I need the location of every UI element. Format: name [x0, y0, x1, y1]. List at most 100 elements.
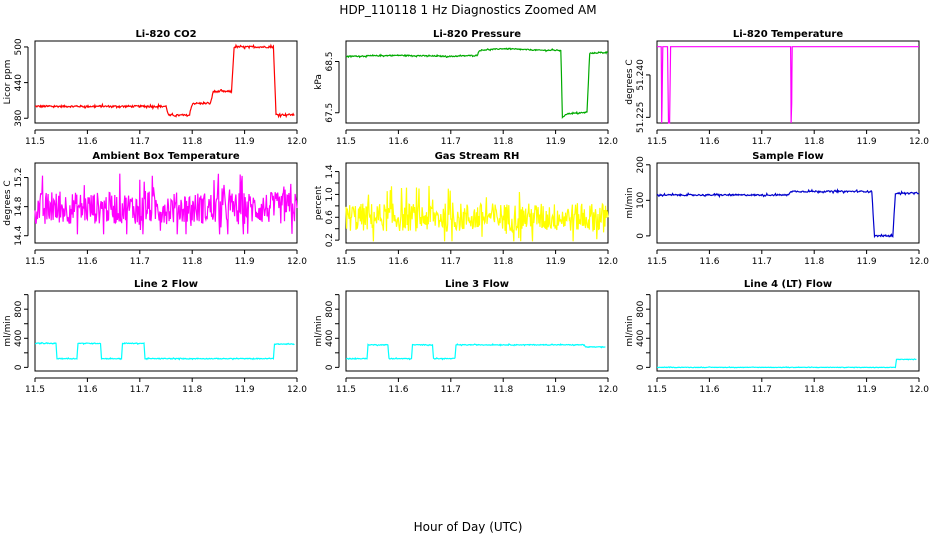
- panel-2: Li-820 Temperature degrees C 11.5 11.6 11.7 1…: [625, 29, 929, 147]
- series-line: [345, 343, 606, 361]
- panel-6: Line 2 Flow ml/min 11.5 11.6 11.7 11.8 11.9 12.…: [3, 279, 307, 395]
- x-tick-label: 11.7: [441, 385, 461, 395]
- y-axis-label: degrees C: [3, 180, 13, 225]
- x-tick-label: 11.8: [493, 385, 513, 395]
- x-tick-label: 11.5: [25, 385, 45, 395]
- panel-title: Line 4 (LT) Flow: [744, 279, 832, 290]
- x-tick-label: 11.8: [804, 137, 824, 147]
- x-tick-label: 11.6: [388, 137, 408, 147]
- y-tick-label: 0: [636, 233, 646, 239]
- x-tick-label: 11.8: [493, 257, 513, 267]
- x-tick-label: 11.6: [77, 257, 97, 267]
- y-tick-label: 1.4: [325, 164, 335, 179]
- y-tick-label: 14.4: [14, 225, 24, 245]
- y-tick-label: 51.240: [636, 59, 646, 91]
- y-axis-label: ml/min: [625, 187, 635, 218]
- y-tick-label: 0.6: [325, 210, 335, 225]
- x-tick-label: 11.7: [752, 257, 772, 267]
- x-tick-label: 11.6: [699, 385, 719, 395]
- plot-frame: [656, 162, 920, 244]
- plot-frame: [345, 40, 609, 124]
- y-tick-label: 1.0: [325, 187, 335, 202]
- panel-title: Gas Stream RH: [435, 151, 520, 162]
- plot-frame: [34, 290, 298, 372]
- x-tick-label: 11.9: [857, 385, 877, 395]
- y-tick-label: 200: [636, 156, 646, 173]
- x-tick-label: 11.7: [130, 385, 150, 395]
- y-tick-label: 400: [14, 329, 24, 346]
- plot-frame: [656, 290, 920, 372]
- x-tick-label: 11.9: [857, 137, 877, 147]
- panel-title: Sample Flow: [752, 151, 824, 162]
- x-tick-label: 11.8: [182, 137, 202, 147]
- x-tick-label: 11.7: [441, 257, 461, 267]
- x-tick-label: 11.6: [699, 257, 719, 267]
- x-tick-label: 11.7: [130, 257, 150, 267]
- series-line: [35, 43, 295, 119]
- x-tick-label: 11.5: [647, 385, 667, 395]
- panel-title: Li-820 Pressure: [433, 29, 521, 40]
- y-tick-label: 15.2: [14, 168, 24, 188]
- x-tick-label: 11.7: [752, 385, 772, 395]
- panel-0: Li-820 CO2 Licor ppm 11.5 11.6 11.7 11.8 11.9 1…: [3, 29, 307, 147]
- x-tick-label: 11.5: [647, 257, 667, 267]
- y-tick-label: 800: [325, 300, 335, 317]
- y-tick-label: 14.8: [14, 196, 24, 216]
- y-tick-label: 400: [636, 329, 646, 346]
- x-tick-label: 12.0: [598, 137, 618, 147]
- x-tick-label: 11.7: [752, 137, 772, 147]
- x-tick-label: 12.0: [287, 257, 307, 267]
- y-tick-label: 800: [14, 300, 24, 317]
- panel-1: Li-820 Pressure kPa 11.5 11.6 11.7 11.8 11.9 12…: [314, 29, 618, 147]
- plot-frame: [345, 162, 609, 244]
- x-tick-label: 11.5: [25, 137, 45, 147]
- figure-title: HDP_110118 1 Hz Diagnostics Zoomed AM: [339, 3, 596, 17]
- x-tick-label: 12.0: [287, 137, 307, 147]
- panel-title: Li-820 CO2: [135, 29, 196, 40]
- y-axis-label: kPa: [314, 74, 324, 90]
- panel-grid: Li-820 CO2 Licor ppm 11.5 11.6 11.7 11.8 11.9 1…: [3, 29, 929, 395]
- plot-frame: [345, 290, 609, 372]
- plot-frame: [656, 40, 920, 124]
- series-line: [345, 185, 609, 242]
- y-axis-label: Licor ppm: [3, 60, 13, 105]
- panel-8: Line 4 (LT) Flow ml/min 11.5 11.6 11.7 11.8 11…: [625, 279, 929, 395]
- panel-5: Sample Flow ml/min 11.5 11.6 11.7 11.8 11.9 12.…: [625, 151, 929, 267]
- y-tick-label: 400: [325, 329, 335, 346]
- y-tick-label: 100: [636, 191, 646, 208]
- x-tick-label: 11.8: [804, 385, 824, 395]
- panel-title: Li-820 Temperature: [733, 29, 843, 40]
- x-tick-label: 11.6: [77, 385, 97, 395]
- series-line: [34, 341, 295, 361]
- y-tick-label: 800: [636, 300, 646, 317]
- x-tick-label: 11.8: [182, 257, 202, 267]
- series-line: [656, 188, 920, 239]
- x-tick-label: 11.5: [336, 257, 356, 267]
- x-tick-label: 11.7: [130, 137, 150, 147]
- panel-4: Gas Stream RH percent 11.5 11.6 11.7 11.8 11.9…: [314, 151, 618, 267]
- x-tick-label: 11.9: [235, 385, 255, 395]
- x-tick-label: 11.9: [235, 257, 255, 267]
- y-tick-label: 500: [14, 38, 24, 55]
- x-tick-label: 11.9: [546, 385, 566, 395]
- panel-7: Line 3 Flow ml/min 11.5 11.6 11.7 11.8 11.9 12.…: [314, 279, 618, 395]
- y-axis-label: percent: [314, 185, 324, 220]
- x-tick-label: 11.6: [388, 385, 408, 395]
- x-tick-label: 11.5: [25, 257, 45, 267]
- y-tick-label: 67.5: [325, 103, 335, 123]
- x-tick-label: 12.0: [598, 385, 618, 395]
- x-tick-label: 11.6: [388, 257, 408, 267]
- x-tick-label: 11.5: [336, 385, 356, 395]
- x-tick-label: 11.9: [546, 137, 566, 147]
- y-tick-label: 0.2: [325, 233, 335, 247]
- y-tick-label: 0: [636, 364, 646, 370]
- panel-title: Line 2 Flow: [134, 279, 198, 290]
- y-axis-label: ml/min: [314, 315, 324, 346]
- y-tick-label: 380: [14, 109, 24, 126]
- x-tick-label: 11.5: [647, 137, 667, 147]
- panel-title: Line 3 Flow: [445, 279, 509, 290]
- x-tick-label: 11.7: [441, 137, 461, 147]
- y-axis-label: ml/min: [625, 315, 635, 346]
- y-tick-label: 68.5: [325, 51, 335, 71]
